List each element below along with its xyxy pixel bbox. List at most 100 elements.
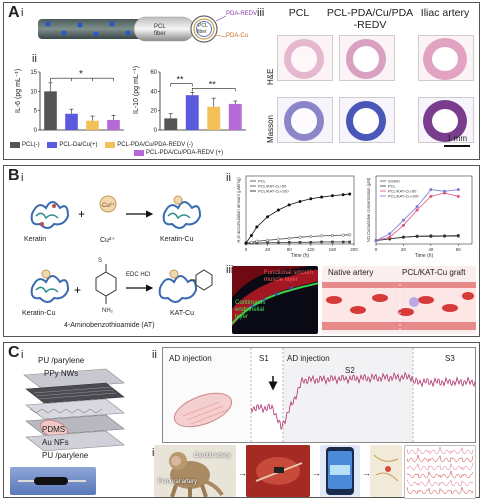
x-tick-label: 40 bbox=[265, 247, 271, 252]
artery-illustration: Native artery PCL/KAT-Cu graft bbox=[322, 266, 476, 334]
layer-label-pu-top: PU /parylene bbox=[38, 356, 85, 365]
data-point bbox=[266, 238, 270, 242]
native-artery-label: Native artery bbox=[328, 268, 374, 277]
data-point bbox=[348, 233, 352, 237]
x-tick-label: 0 bbox=[375, 247, 378, 252]
data-point bbox=[348, 240, 351, 244]
col-header-redv: PCL-PDA/Cu/PDA -REDV bbox=[326, 7, 414, 31]
legend-item-1: PCL-Da/Cu(+) bbox=[47, 142, 98, 148]
data-point bbox=[330, 194, 334, 198]
arrow-3: → bbox=[362, 468, 371, 478]
data-point bbox=[415, 205, 419, 209]
y-tick-label: 0 bbox=[34, 128, 38, 134]
data-point bbox=[298, 241, 302, 244]
fluorescence-image: Functional smooth muscle layer Continuou… bbox=[232, 266, 318, 334]
data-point bbox=[309, 197, 313, 201]
series-line bbox=[245, 193, 350, 244]
histo-masson-redv bbox=[339, 97, 395, 143]
data-point bbox=[255, 241, 259, 245]
ad-injection-label-2: AD injection bbox=[287, 354, 330, 363]
data-point bbox=[255, 225, 259, 229]
data-point bbox=[276, 208, 280, 212]
histo-he-pcl bbox=[277, 35, 333, 81]
svg-text:NH₂: NH₂ bbox=[102, 308, 114, 314]
svg-text:S: S bbox=[98, 258, 102, 264]
panel-b-ii-label: ii bbox=[226, 172, 231, 184]
data-point bbox=[374, 239, 378, 243]
data-point bbox=[341, 193, 345, 197]
arrow-2: → bbox=[312, 468, 321, 478]
plot-frame bbox=[375, 175, 473, 245]
bar bbox=[107, 119, 120, 130]
data-point bbox=[401, 218, 405, 222]
keratin-protein-icon bbox=[30, 201, 70, 229]
data-point bbox=[348, 192, 352, 196]
layer-label-ppy: PPy NWs bbox=[44, 369, 79, 378]
data-point bbox=[341, 240, 345, 244]
at-label: 4-Aminobenzothioamide (AT) bbox=[64, 322, 155, 329]
row-label-masson: Masson bbox=[266, 114, 275, 143]
data-point bbox=[320, 234, 324, 238]
smartphone-photo bbox=[320, 445, 360, 497]
legend-label: GSNO bbox=[388, 179, 400, 184]
data-point bbox=[388, 235, 392, 239]
data-point bbox=[298, 199, 302, 204]
signal-trace bbox=[406, 462, 474, 471]
data-point bbox=[341, 233, 345, 237]
surgery-photo bbox=[246, 445, 310, 497]
data-point bbox=[309, 241, 313, 244]
signal-trace bbox=[406, 470, 474, 479]
data-point bbox=[309, 234, 313, 239]
data-point bbox=[429, 188, 433, 192]
graft-label: PCL/KAT-Cu graft bbox=[402, 268, 466, 277]
ad-injection-label-1: AD injection bbox=[169, 354, 212, 363]
panel-c-letter: C bbox=[8, 344, 20, 361]
legend-label: PCL bbox=[388, 184, 397, 189]
signal-trace bbox=[406, 446, 474, 455]
y-tick-label: 60 bbox=[150, 70, 157, 76]
katcu-label: KAT-Cu bbox=[170, 310, 194, 317]
fiber-core-label-fiber: fiber bbox=[154, 31, 166, 37]
il10-significance-a: ** bbox=[177, 75, 185, 85]
y-tick-label: 5 bbox=[34, 109, 38, 115]
bar bbox=[207, 106, 221, 130]
svg-text:PCL: PCL bbox=[198, 23, 208, 29]
data-point bbox=[277, 241, 280, 244]
fluor-red-label: Functional smooth muscle layer bbox=[264, 270, 314, 283]
data-point bbox=[320, 240, 323, 244]
monkey-photo: Carotid artery Femoral artery bbox=[154, 445, 236, 497]
panel-a-iii-label: iii bbox=[257, 7, 265, 19]
layer-label-pdms: PDMS bbox=[42, 425, 66, 434]
panel-b-iii-label: iii bbox=[226, 264, 234, 276]
data-point bbox=[401, 223, 405, 227]
il6-bar-chart: IL-6 (pg mL⁻¹) 0 5 10 15 * bbox=[15, 69, 124, 134]
no-line-chart: 0 20 40 60 Time (h) NO Cumulative concentrati… bbox=[366, 175, 473, 259]
layer-label-au: Au NFs bbox=[42, 438, 69, 447]
data-point bbox=[249, 240, 253, 244]
data-point bbox=[443, 234, 447, 238]
data-point bbox=[287, 241, 291, 244]
data-point bbox=[401, 235, 405, 239]
pda-redv-label: PDA-REDV bbox=[226, 11, 258, 17]
histo-he-redv bbox=[339, 35, 395, 81]
keratin-scheme: + Cu²⁺ + S NH₂ bbox=[30, 195, 213, 314]
monkey-label-carotid: Carotid artery bbox=[194, 453, 231, 459]
pressure-recording: AD injection S1 AD injection S2 S3 bbox=[162, 347, 476, 443]
arrow-1: → bbox=[238, 468, 247, 478]
x-axis-label: Time (h) bbox=[415, 253, 434, 259]
il6-significance: * bbox=[79, 69, 83, 80]
svg-text:fiber: fiber bbox=[197, 29, 207, 35]
col-header-iliac: Iliac artery bbox=[420, 7, 470, 19]
panel-c-ii-label: ii bbox=[152, 349, 157, 361]
fiber-illustration: PCL fiber PCL fiber bbox=[38, 15, 227, 43]
signal-trace bbox=[406, 454, 474, 463]
panel-b-letter: B bbox=[8, 167, 20, 184]
y-tick-label: 15 bbox=[30, 70, 37, 76]
x-tick-label: 120 bbox=[307, 247, 315, 252]
y-tick-label: 40 bbox=[150, 89, 157, 95]
bar bbox=[86, 120, 99, 130]
data-point bbox=[331, 240, 334, 244]
x-axis-label: Time (h) bbox=[291, 253, 310, 259]
svg-text:+: + bbox=[74, 283, 81, 297]
map-photo bbox=[370, 445, 402, 497]
